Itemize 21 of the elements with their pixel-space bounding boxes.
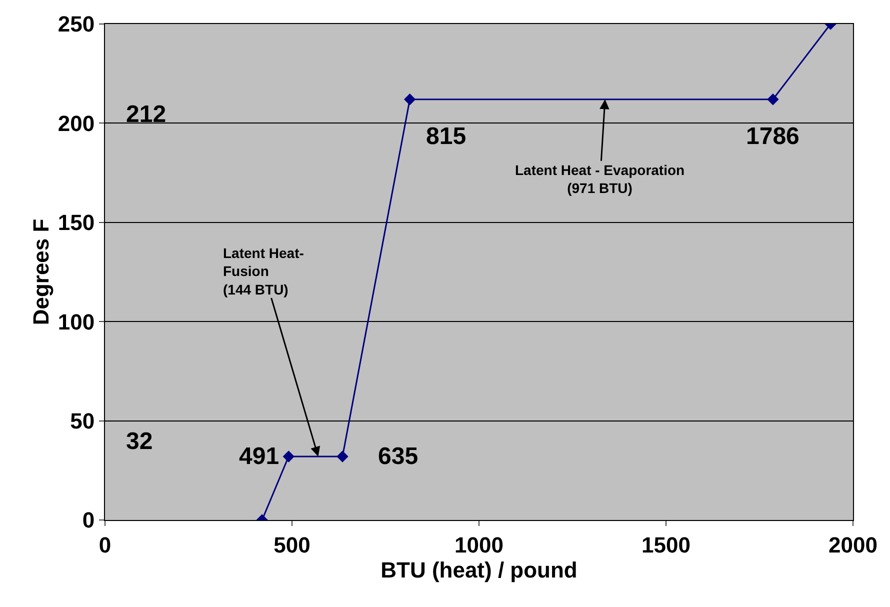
y-axis-title: Degrees F — [28, 218, 54, 326]
annotation: Latent Heat - Evaporation (971 BTU) — [515, 162, 685, 196]
y-tick-label: 150 — [58, 210, 95, 236]
x-tick-label: 1500 — [642, 532, 690, 558]
annotation: 32 — [126, 428, 153, 455]
annotation: Latent Heat- Fusion (144 BTU) — [223, 245, 304, 298]
y-tick-label: 200 — [58, 110, 95, 136]
y-tick-label: 50 — [70, 408, 95, 434]
annotation: 815 — [426, 123, 466, 150]
x-tick-label: 500 — [274, 532, 310, 558]
y-tick-label: 0 — [82, 508, 95, 533]
x-tick-label: 1000 — [454, 532, 504, 558]
x-tick-label: 2000 — [828, 532, 878, 558]
annotation: 491 — [239, 443, 280, 470]
annotation: 635 — [378, 443, 418, 470]
annotation: 1786 — [746, 123, 800, 150]
x-axis-title: BTU (heat) / pound — [380, 557, 578, 582]
x-tick-label: 0 — [98, 532, 112, 558]
y-tick-label: 100 — [58, 309, 95, 334]
annotation: 212 — [126, 101, 166, 128]
y-tick-label: 250 — [58, 12, 95, 37]
